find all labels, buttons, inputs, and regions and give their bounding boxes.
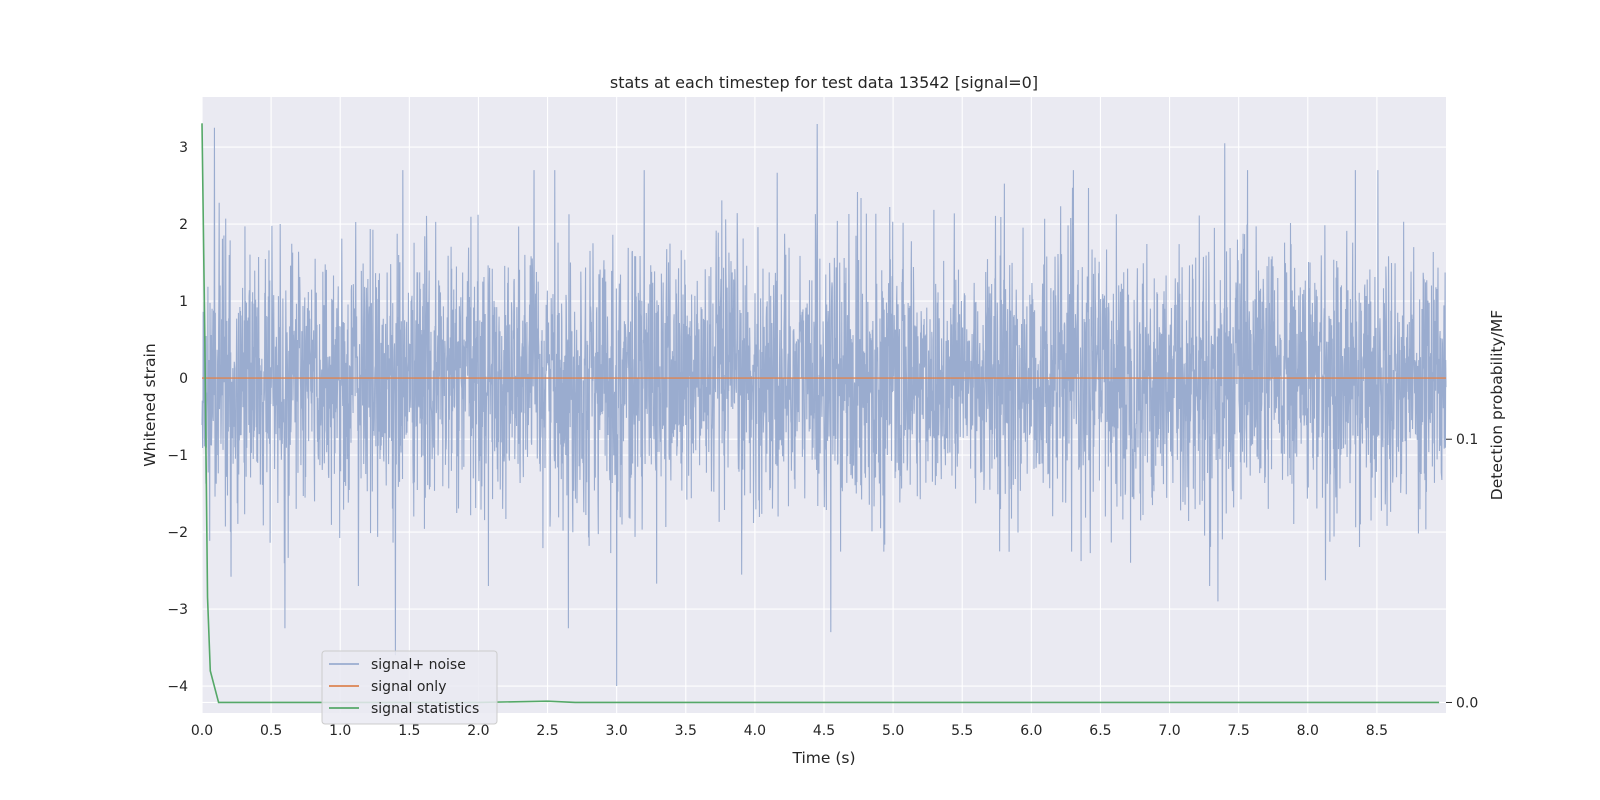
right-tick-label: 0.1	[1456, 432, 1478, 448]
right-tick-label: 0.0	[1456, 695, 1478, 711]
y-tick-label: −3	[167, 602, 188, 618]
right-axis-title: Detection probability/MF	[1488, 310, 1506, 501]
x-tick-label: 8.0	[1297, 723, 1319, 739]
legend-label-signal-statistics: signal statistics	[371, 701, 479, 717]
x-tick-label: 3.5	[675, 723, 697, 739]
legend-label-signal-only: signal only	[371, 679, 446, 695]
y-tick-labels: −4 −3 −2 −1 0 1 2 3	[167, 140, 188, 695]
x-tick-label: 5.0	[882, 723, 904, 739]
y-tick-label: −4	[167, 679, 188, 695]
x-tick-label: 1.5	[398, 723, 420, 739]
x-tick-label: 4.5	[813, 723, 835, 739]
series-signal-statistics-line	[201, 123, 1440, 704]
series-layer	[201, 123, 1447, 704]
x-tick-label: 7.5	[1228, 723, 1250, 739]
x-tick-label: 0.0	[191, 723, 213, 739]
x-axis-title: Time (s)	[791, 749, 855, 767]
y-tick-label: −1	[167, 448, 188, 464]
x-tick-label: 2.5	[536, 723, 558, 739]
x-tick-label: 0.5	[260, 723, 282, 739]
y-tick-label: 0	[179, 371, 188, 387]
x-tick-label: 6.5	[1089, 723, 1111, 739]
x-tick-label: 7.0	[1158, 723, 1180, 739]
legend: signal+ noise signal only signal statist…	[321, 650, 498, 725]
y-tick-label: 2	[179, 217, 188, 233]
y-axis-title: Whitened strain	[141, 343, 159, 466]
legend-box	[321, 650, 498, 725]
legend-label-signal-noise: signal+ noise	[371, 657, 466, 673]
y-tick-label: 3	[179, 140, 188, 156]
x-tick-label: 4.0	[744, 723, 766, 739]
x-tick-label: 2.0	[467, 723, 489, 739]
series-signal-noise-line	[201, 123, 1447, 687]
x-tick-label: 1.0	[329, 723, 351, 739]
x-tick-label: 8.5	[1366, 723, 1388, 739]
x-tick-label: 5.5	[951, 723, 973, 739]
y-tick-label: 1	[179, 294, 188, 310]
y-tick-label: −2	[167, 525, 188, 541]
x-tick-label: 3.0	[606, 723, 628, 739]
right-axis: 0.0 0.1	[1446, 432, 1478, 711]
x-tick-label: 6.0	[1020, 723, 1042, 739]
x-tick-labels: 0.0 0.5 1.0 1.5 2.0 2.5 3.0 3.5 4.0 4.5 5.0 5.5 6.0 6…	[191, 723, 1388, 739]
chart-title: stats at each timestep for test data 135…	[610, 73, 1038, 92]
